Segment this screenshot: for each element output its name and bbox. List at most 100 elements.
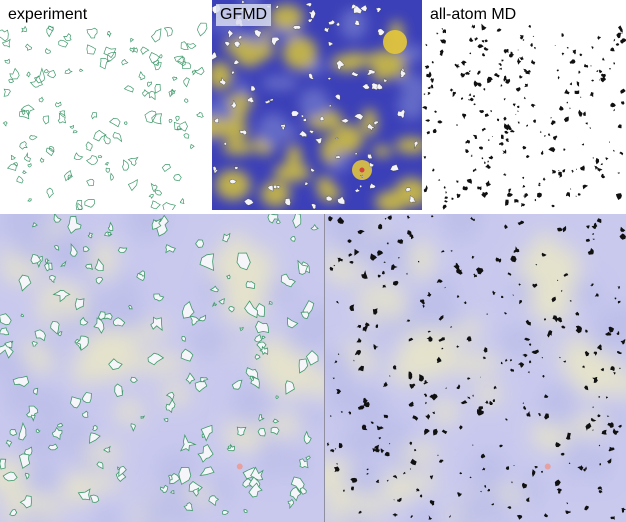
atom-contact bbox=[517, 110, 519, 112]
overlay-atom-contact bbox=[414, 449, 417, 452]
overlay-atom-contact bbox=[598, 490, 603, 494]
overlay-atom-contact bbox=[513, 465, 515, 467]
atom-contact bbox=[427, 86, 431, 89]
atom-contact bbox=[556, 69, 559, 72]
overlay-contact-outline bbox=[218, 298, 226, 305]
overlay-contact-outline bbox=[0, 327, 10, 336]
overlay-contact-outline bbox=[77, 488, 91, 501]
gfmd-contact-patch bbox=[309, 130, 315, 134]
overlay-contact-outline bbox=[275, 219, 281, 224]
overlay-atom-contact bbox=[463, 301, 467, 305]
overlay-contact-outline bbox=[160, 484, 169, 493]
overlay-contact-outline bbox=[9, 508, 18, 517]
gfmd-contact-patch bbox=[340, 118, 350, 124]
atom-contact bbox=[580, 96, 582, 98]
overlay-atom-contact bbox=[406, 272, 408, 275]
overlay-atom-contact bbox=[593, 351, 598, 356]
contact-outline bbox=[177, 56, 186, 67]
overlay-atom-contact bbox=[351, 486, 354, 491]
gfmd-contact-patch bbox=[369, 162, 375, 168]
gfmd-contact-patch bbox=[311, 203, 317, 210]
contact-outline bbox=[63, 33, 72, 42]
gfmd-contact-patch bbox=[308, 73, 315, 80]
overlay-atom-contact bbox=[524, 337, 531, 341]
overlay-contact-outline bbox=[231, 379, 243, 390]
contact-outline bbox=[84, 199, 96, 208]
experiment-contacts bbox=[0, 0, 210, 210]
atom-contact bbox=[539, 130, 542, 133]
overlay-atom-contact bbox=[456, 294, 460, 298]
overlay-atom-contact bbox=[375, 324, 379, 328]
overlay-atom-contact bbox=[605, 396, 608, 399]
contact-outline bbox=[45, 147, 55, 157]
atom-contact bbox=[483, 47, 489, 51]
overlay-contact-outline bbox=[82, 246, 90, 252]
gfmd-contact-patch bbox=[329, 104, 332, 108]
overlay-contact-outline bbox=[299, 458, 309, 469]
overlay-atom-contact bbox=[585, 422, 592, 429]
overlay-atom-contact bbox=[620, 226, 626, 232]
atom-contact bbox=[599, 69, 603, 74]
gfmd-panel: GFMD bbox=[212, 0, 422, 210]
overlay-contact-outline bbox=[181, 301, 195, 319]
atom-contact bbox=[440, 39, 446, 44]
gfmd-contact-patch bbox=[308, 9, 316, 19]
overlay-contact-outline bbox=[96, 461, 104, 470]
atom-contact bbox=[590, 65, 592, 67]
atom-contact bbox=[501, 59, 504, 62]
overlay-contact-outline bbox=[259, 345, 269, 356]
overlay-atom-contact bbox=[606, 415, 610, 417]
overlay-contact-outline bbox=[70, 396, 82, 409]
contact-outline bbox=[86, 178, 95, 187]
atom-contact bbox=[456, 124, 458, 126]
atom-contact bbox=[582, 184, 589, 190]
overlay-contact-outline bbox=[5, 439, 13, 448]
overlay-atom-contact bbox=[495, 257, 502, 263]
overlay-atom-contact bbox=[620, 339, 626, 345]
overlay-atom-contact bbox=[544, 394, 549, 398]
contact-outline bbox=[99, 57, 111, 70]
overlay-atom-contact bbox=[397, 497, 402, 502]
overlay-left-panel bbox=[0, 214, 324, 522]
atom-contact bbox=[613, 108, 615, 112]
overlay-atom-contact bbox=[473, 273, 478, 278]
atom-contact bbox=[505, 199, 509, 206]
overlay-atom-contact bbox=[534, 466, 538, 469]
overlay-atom-contact bbox=[531, 349, 539, 354]
atom-contact bbox=[473, 80, 479, 87]
overlay-atom-contact bbox=[608, 446, 615, 452]
atom-contact bbox=[507, 192, 513, 197]
gfmd-contact-patch bbox=[291, 110, 300, 117]
overlay-atom-contact bbox=[353, 359, 355, 362]
overlay-atom-contact bbox=[386, 242, 389, 245]
contact-outline bbox=[3, 88, 11, 97]
atom-contact bbox=[619, 151, 624, 156]
overlay-atom-contact bbox=[600, 367, 604, 372]
gfmd-contact-patch bbox=[360, 4, 368, 12]
atom-contact bbox=[462, 113, 467, 120]
overlay-atom-contact bbox=[439, 459, 444, 463]
overlay-atom-contact bbox=[591, 233, 595, 235]
overlay-atom-contact bbox=[459, 425, 463, 430]
atom-contact bbox=[508, 51, 515, 58]
atom-contact bbox=[470, 154, 473, 157]
overlay-atom-contact bbox=[621, 507, 626, 513]
atom-contact bbox=[496, 28, 502, 32]
overlay-atom-contact bbox=[547, 330, 553, 338]
atom-contact bbox=[591, 79, 594, 82]
overlay-contact-outline bbox=[306, 350, 319, 366]
overlay-atom-contact bbox=[480, 490, 482, 493]
contact-outline bbox=[190, 143, 195, 150]
atom-contact bbox=[452, 91, 456, 98]
overlay-contact-outline bbox=[200, 424, 213, 442]
overlay-atom-contact bbox=[342, 489, 345, 492]
overlay-atom-contact bbox=[565, 432, 571, 440]
overlay-atom-contact bbox=[510, 368, 514, 372]
contact-outline bbox=[24, 151, 31, 162]
atom-contact bbox=[578, 70, 582, 74]
overlay-atom-contact bbox=[504, 224, 508, 229]
overlay-contact-outline bbox=[20, 313, 25, 318]
overlay-contact-outline bbox=[140, 415, 146, 419]
overlay-contact-outline bbox=[79, 316, 89, 326]
overlay-atom-contact bbox=[472, 394, 474, 397]
